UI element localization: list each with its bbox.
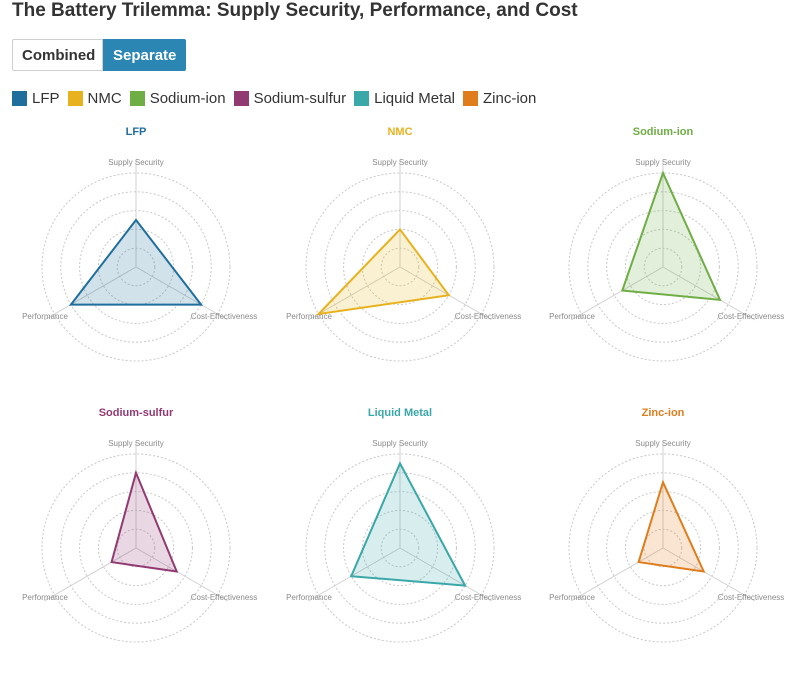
legend-item-sodium-ion[interactable]: Sodium-ion xyxy=(129,89,226,107)
radar-chart-liquid-metal: Supply Security Performance Cost-Effective… xyxy=(286,407,522,643)
axis-line-performance xyxy=(307,547,401,602)
grid-ring xyxy=(41,172,231,362)
axis-label-cost-effectiveness: Cost-Effectiveness xyxy=(455,312,522,321)
axis-label-performance: Performance xyxy=(286,312,332,321)
chart-title-nmc: NMC xyxy=(387,126,412,138)
radar-chart-sodium-ion: Supply Security Performance Cost-Effective… xyxy=(549,126,785,362)
axis-line-cost-effectiveness xyxy=(399,547,493,602)
axis-label-cost-effectiveness: Cost-Effectiveness xyxy=(718,312,785,321)
legend-item-lfp[interactable]: LFP xyxy=(12,90,60,107)
legend-label: Zinc-ion xyxy=(483,89,537,107)
grid-ring xyxy=(568,172,758,362)
radar-area-lfp[interactable] xyxy=(68,218,204,306)
axis-line-performance xyxy=(43,266,137,321)
radar-area-nmc[interactable] xyxy=(315,227,451,316)
grid-ring xyxy=(305,172,495,362)
legend-item-liquid-metal[interactable]: Liquid Metal xyxy=(354,90,455,107)
axis-line-cost-effectiveness xyxy=(662,266,756,321)
axis-label-supply-security: Supply Security xyxy=(635,439,691,448)
axis-label-cost-effectiveness: Cost-Effectiveness xyxy=(455,593,522,602)
axis-label-supply-security: Supply Security xyxy=(108,158,164,167)
axis-label-cost-effectiveness: Cost-Effectiveness xyxy=(191,593,258,602)
chart-title-zinc-ion: Zinc-ion xyxy=(642,407,685,419)
axis-label-supply-security: Supply Security xyxy=(635,158,691,167)
legend-swatch xyxy=(233,90,249,106)
radar-area-sodium-ion[interactable] xyxy=(620,170,722,302)
axis-line-performance xyxy=(570,266,664,321)
view-toggle: Combined Separate xyxy=(12,39,186,71)
axis-label-cost-effectiveness: Cost-Effectiveness xyxy=(191,312,258,321)
legend-item-zinc-ion[interactable]: Zinc-ion xyxy=(463,90,536,107)
chart-title-liquid-metal: Liquid Metal xyxy=(368,407,432,419)
legend-label: NMC xyxy=(87,89,122,107)
grid-ring xyxy=(41,453,231,643)
combined-button[interactable]: Combined xyxy=(12,39,103,71)
axis-line-cost-effectiveness xyxy=(662,547,756,602)
page-title: The Battery Trilemma: Supply Security, P… xyxy=(12,0,578,21)
legend-item-sodium-sulfur[interactable]: Sodium-sulfur xyxy=(233,89,347,107)
axis-label-performance: Performance xyxy=(549,312,595,321)
axis-label-supply-security: Supply Security xyxy=(108,439,164,448)
axis-line-cost-effectiveness xyxy=(135,266,229,321)
legend: LFP NMC Sodium-ion Sodium-sulfur Liquid … xyxy=(12,88,544,108)
axis-line-cost-effectiveness xyxy=(399,266,493,321)
chart-title-lfp: LFP xyxy=(126,126,147,138)
radar-chart-zinc-ion: Supply Security Performance Cost-Effective… xyxy=(549,407,785,643)
axis-line-performance xyxy=(307,266,401,321)
axis-line-performance xyxy=(43,547,137,602)
radar-area-sodium-sulfur[interactable] xyxy=(110,469,179,573)
radar-area-liquid-metal[interactable] xyxy=(349,461,467,587)
axis-label-performance: Performance xyxy=(22,312,68,321)
axis-line-cost-effectiveness xyxy=(135,547,229,602)
axis-label-performance: Performance xyxy=(22,593,68,602)
legend-swatch xyxy=(354,90,370,106)
grid-ring xyxy=(568,453,758,643)
radar-chart-sodium-sulfur: Supply Security Performance Cost-Effective… xyxy=(22,407,258,643)
axis-line-performance xyxy=(570,547,664,602)
chart-title-sodium-sulfur: Sodium-sulfur xyxy=(99,407,174,419)
legend-label: LFP xyxy=(32,89,60,107)
legend-swatch xyxy=(129,90,145,106)
radar-area-zinc-ion[interactable] xyxy=(637,479,706,573)
radar-chart-nmc: Supply Security Performance Cost-Effective… xyxy=(286,126,522,362)
axis-label-performance: Performance xyxy=(549,593,595,602)
separate-button[interactable]: Separate xyxy=(103,39,186,71)
legend-swatch xyxy=(12,90,27,106)
legend-label: Sodium-ion xyxy=(149,89,226,107)
chart-title-sodium-ion: Sodium-ion xyxy=(633,126,694,138)
legend-label: Liquid Metal xyxy=(374,89,455,107)
legend-swatch xyxy=(67,90,83,106)
legend-label: Sodium-sulfur xyxy=(253,89,347,107)
axis-label-cost-effectiveness: Cost-Effectiveness xyxy=(718,593,785,602)
axis-label-performance: Performance xyxy=(286,593,332,602)
axis-label-supply-security: Supply Security xyxy=(372,158,428,167)
legend-swatch xyxy=(463,90,478,106)
axis-label-supply-security: Supply Security xyxy=(372,439,428,448)
grid-ring xyxy=(305,453,495,643)
legend-item-nmc[interactable]: NMC xyxy=(67,89,122,107)
radar-chart-lfp: Supply Security Performance Cost-Effective… xyxy=(22,126,258,362)
